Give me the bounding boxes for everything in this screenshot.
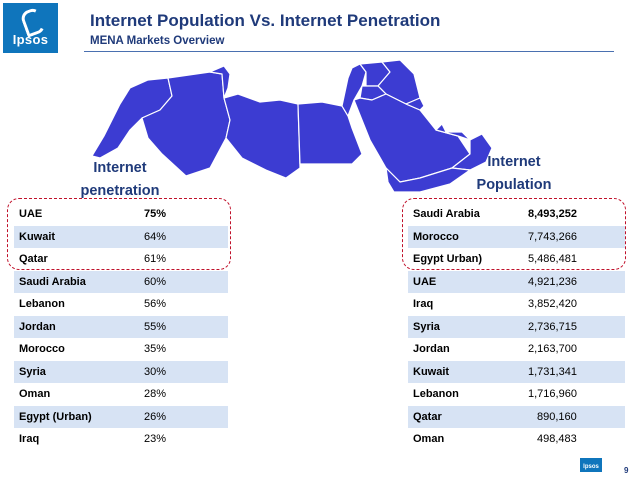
country-cell: Saudi Arabia: [408, 203, 523, 226]
table-row: Syria 30%: [14, 360, 228, 383]
population-heading: Internet Population: [464, 151, 564, 197]
country-cell: Oman: [14, 383, 139, 406]
table-row: Saudi Arabia 60%: [14, 270, 228, 293]
logo-text: Ipsos: [12, 32, 49, 47]
table-row: Jordan 2,163,700: [408, 338, 625, 361]
country-cell: Jordan: [408, 338, 523, 361]
value-cell: 55%: [139, 315, 228, 338]
table-row: Jordan 55%: [14, 315, 228, 338]
population-table: Saudi Arabia 8,493,252 Morocco 7,743,266 E…: [408, 203, 625, 451]
value-cell: 30%: [139, 360, 228, 383]
table-row: Qatar 61%: [14, 248, 228, 271]
table-row: Egypt Urban) 5,486,481: [408, 248, 625, 271]
slide-title: Internet Population Vs. Internet Penetra…: [90, 11, 441, 30]
population-heading-line1: Internet: [487, 154, 541, 170]
value-cell: 1,731,341: [523, 360, 625, 383]
country-cell: UAE: [14, 203, 139, 226]
country-cell: Saudi Arabia: [14, 270, 139, 293]
map-region-kuwait: [405, 97, 425, 111]
ipsos-logo: Ipsos: [3, 3, 58, 53]
penetration-table: UAE 75% Kuwait 64% Qatar 61% Saudi Arabia 60…: [14, 203, 228, 451]
table-row: UAE 75%: [14, 203, 228, 226]
value-cell: 498,483: [523, 428, 625, 451]
value-cell: 1,716,960: [523, 383, 625, 406]
country-cell: Morocco: [408, 225, 523, 248]
penetration-heading-line1: Internet: [93, 160, 147, 176]
table-row: Lebanon 56%: [14, 293, 228, 316]
map-region-libya: [223, 93, 301, 179]
table-row: Morocco 7,743,266: [408, 225, 625, 248]
value-cell: 61%: [139, 248, 228, 271]
value-cell: 4,921,236: [523, 270, 625, 293]
table-row: Lebanon 1,716,960: [408, 383, 625, 406]
value-cell: 2,736,715: [523, 315, 625, 338]
table-row: UAE 4,921,236: [408, 270, 625, 293]
value-cell: 890,160: [523, 405, 625, 428]
value-cell: 26%: [139, 405, 228, 428]
footer-ipsos-logo: Ipsos: [580, 458, 602, 472]
table-row: Kuwait 1,731,341: [408, 360, 625, 383]
value-cell: 28%: [139, 383, 228, 406]
country-cell: Lebanon: [408, 383, 523, 406]
country-cell: UAE: [408, 270, 523, 293]
value-cell: 64%: [139, 225, 228, 248]
slide-subtitle: MENA Markets Overview: [90, 35, 225, 47]
country-cell: Iraq: [408, 293, 523, 316]
value-cell: 75%: [139, 203, 228, 226]
table-row: Morocco 35%: [14, 338, 228, 361]
country-cell: Egypt Urban): [408, 248, 523, 271]
country-cell: Syria: [408, 315, 523, 338]
mena-map: [91, 59, 493, 193]
country-cell: Morocco: [14, 338, 139, 361]
country-cell: Egypt (Urban): [14, 405, 139, 428]
penetration-top3-highlight: [7, 198, 231, 270]
value-cell: 60%: [139, 270, 228, 293]
country-cell: Qatar: [408, 405, 523, 428]
country-cell: Syria: [14, 360, 139, 383]
value-cell: 3,852,420: [523, 293, 625, 316]
penetration-heading-line2: penetration: [80, 183, 160, 199]
table-row: Iraq 23%: [14, 428, 228, 451]
map-region-yemen: [385, 167, 471, 193]
table-row: Qatar 890,160: [408, 405, 625, 428]
population-top3-highlight: [402, 198, 626, 270]
country-cell: Oman: [408, 428, 523, 451]
country-cell: Qatar: [14, 248, 139, 271]
penetration-heading: Internet penetration: [70, 157, 170, 203]
value-cell: 23%: [139, 428, 228, 451]
population-heading-line2: Population: [476, 177, 552, 193]
map-region-egypt: [297, 101, 363, 165]
table-row: Oman 28%: [14, 383, 228, 406]
table-row: Iraq 3,852,420: [408, 293, 625, 316]
page-number: 9: [624, 466, 629, 475]
table-row: Egypt (Urban) 26%: [14, 405, 228, 428]
country-cell: Kuwait: [14, 225, 139, 248]
table-row: Saudi Arabia 8,493,252: [408, 203, 625, 226]
value-cell: 56%: [139, 293, 228, 316]
country-cell: Jordan: [14, 315, 139, 338]
value-cell: 8,493,252: [523, 203, 625, 226]
map-region-oman: [451, 133, 493, 171]
table-row: Syria 2,736,715: [408, 315, 625, 338]
header-divider: [84, 51, 614, 52]
map-region-gulf: [435, 123, 471, 141]
value-cell: 5,486,481: [523, 248, 625, 271]
country-cell: Iraq: [14, 428, 139, 451]
value-cell: 2,163,700: [523, 338, 625, 361]
map-region-tunisia: [209, 65, 231, 99]
value-cell: 7,743,266: [523, 225, 625, 248]
table-row: Kuwait 64%: [14, 225, 228, 248]
country-cell: Kuwait: [408, 360, 523, 383]
country-cell: Lebanon: [14, 293, 139, 316]
table-row: Oman 498,483: [408, 428, 625, 451]
value-cell: 35%: [139, 338, 228, 361]
